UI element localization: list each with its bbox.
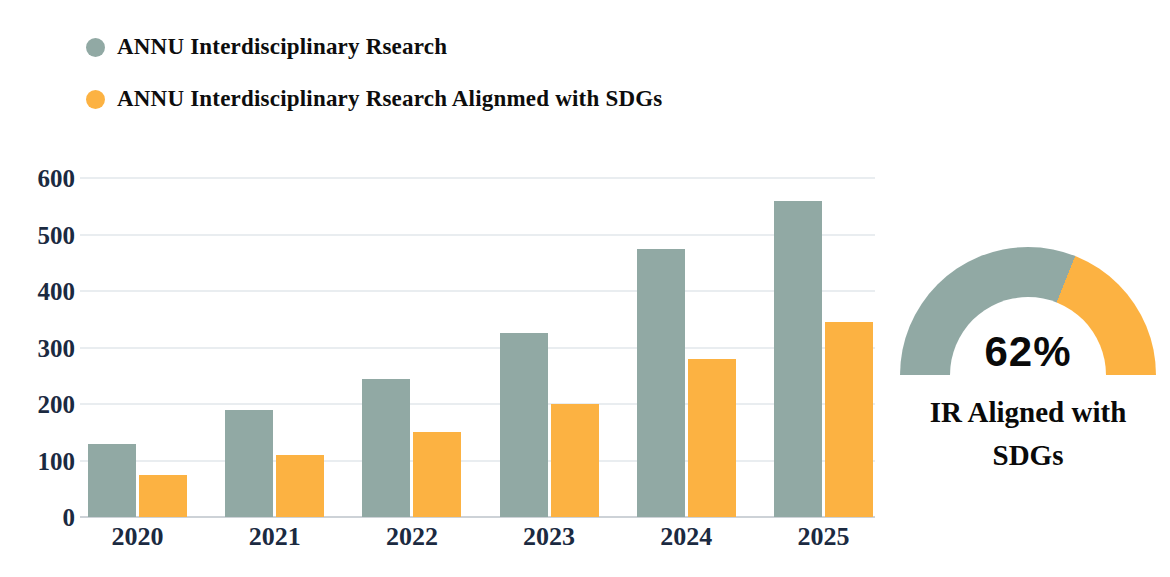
bar-group-2021: 2021 <box>225 178 324 517</box>
bar <box>88 444 136 517</box>
bar <box>139 475 187 517</box>
legend-swatch-icon <box>86 90 105 109</box>
bar-plot: 2020 2021 2022 2023 2024 2025 <box>80 178 875 517</box>
legend-swatch-icon <box>86 38 105 57</box>
bar <box>362 379 410 517</box>
bar <box>774 201 822 517</box>
bar <box>500 333 548 517</box>
chart-legend: ANNU Interdisciplinary Rsearch ANNU Inte… <box>86 33 662 137</box>
legend-item-research-aligned-sdgs: ANNU Interdisciplinary Rsearch Alignmed … <box>86 85 662 113</box>
y-axis-label: 600 <box>38 166 76 191</box>
x-axis-label: 2023 <box>523 524 575 550</box>
gauge-caption-line1: IR Aligned with <box>900 391 1156 434</box>
gauge-value: 62% <box>900 331 1156 373</box>
bar <box>551 404 599 517</box>
legend-item-interdisciplinary-research: ANNU Interdisciplinary Rsearch <box>86 33 662 61</box>
y-axis-label: 400 <box>38 279 76 304</box>
research-dashboard: ANNU Interdisciplinary Rsearch ANNU Inte… <box>0 0 1170 577</box>
gauge-ring: 62% <box>900 247 1156 375</box>
x-axis-label: 2021 <box>249 524 301 550</box>
bar <box>225 410 273 517</box>
bar-group-2020: 2020 <box>88 178 187 517</box>
bar <box>413 432 461 517</box>
bar <box>688 359 736 517</box>
gauge-chart: 62% IR Aligned with SDGs <box>900 247 1156 477</box>
x-axis-label: 2025 <box>797 524 849 550</box>
bar-group-2024: 2024 <box>637 178 736 517</box>
x-axis-label: 2022 <box>386 524 438 550</box>
gauge-caption: IR Aligned with SDGs <box>900 391 1156 477</box>
y-axis-label: 200 <box>38 392 76 417</box>
bar-group-2023: 2023 <box>500 178 599 517</box>
gauge-caption-line2: SDGs <box>900 434 1156 477</box>
legend-label: ANNU Interdisciplinary Rsearch <box>117 34 447 60</box>
bar-group-2022: 2022 <box>362 178 461 517</box>
y-axis-label: 500 <box>38 222 76 247</box>
y-axis-label: 300 <box>38 335 76 360</box>
bar <box>637 249 685 517</box>
bar <box>825 322 873 517</box>
y-axis-label: 0 <box>63 505 76 530</box>
bar <box>276 455 324 517</box>
legend-label: ANNU Interdisciplinary Rsearch Alignmed … <box>117 86 662 112</box>
bar-group-2025: 2025 <box>774 178 873 517</box>
y-axis: 6005004003002001000 <box>0 178 75 517</box>
x-axis-label: 2020 <box>112 524 164 550</box>
bar-groups: 2020 2021 2022 2023 2024 2025 <box>80 178 875 517</box>
x-axis-label: 2024 <box>660 524 712 550</box>
y-axis-label: 100 <box>38 448 76 473</box>
